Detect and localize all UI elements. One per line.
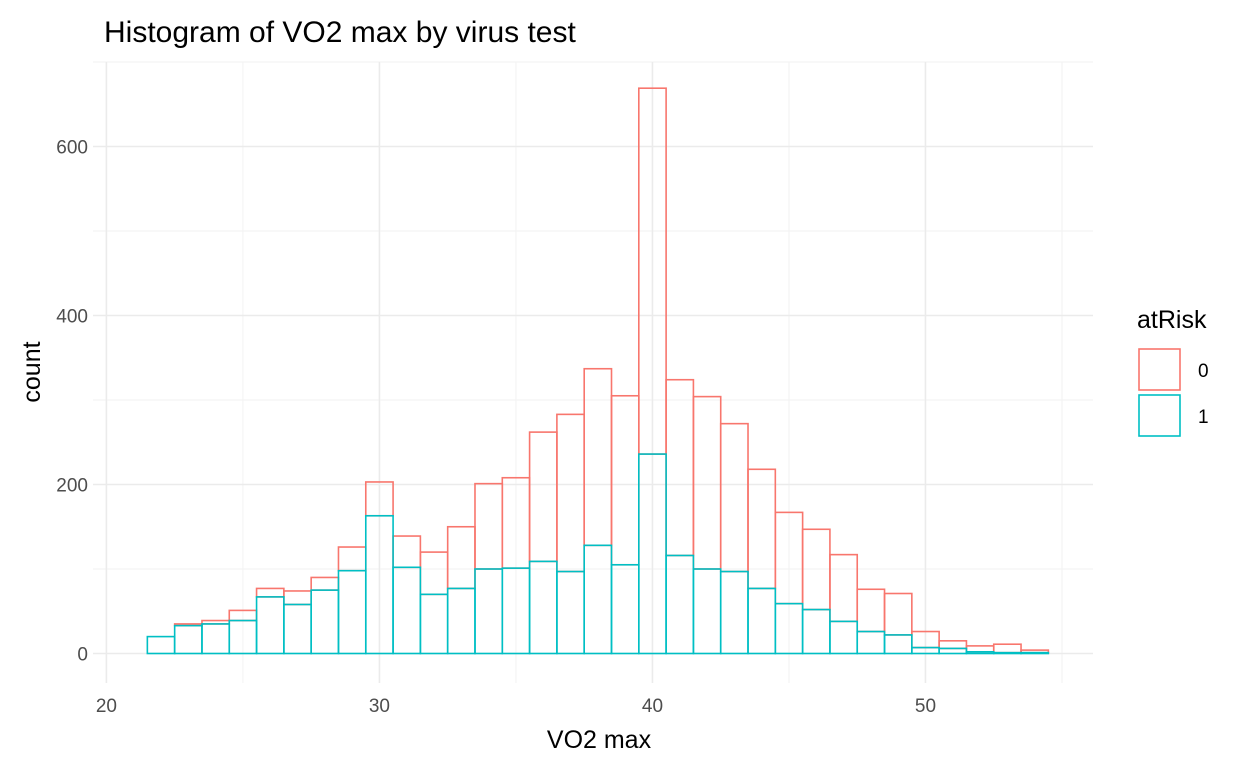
bar-atrisk-0 [719, 422, 749, 573]
bar-atrisk-0 [965, 645, 995, 653]
bar-atrisk-1 [992, 651, 1022, 655]
bar-atrisk-1 [201, 623, 231, 655]
bar-atrisk-1 [1020, 651, 1050, 655]
bar-atrisk-1 [474, 568, 504, 655]
legend: atRisk 0 1 [1137, 306, 1209, 437]
legend-key-0 [1138, 348, 1181, 391]
x-tick-label: 20 [96, 696, 117, 717]
bar-atrisk-0 [419, 551, 449, 596]
bar-atrisk-0 [938, 640, 968, 650]
bar-atrisk-0 [255, 587, 285, 598]
x-tick-label: 50 [915, 696, 936, 717]
bar-atrisk-1 [747, 587, 777, 655]
bar-atrisk-0 [310, 576, 340, 591]
bar-atrisk-1 [583, 544, 613, 655]
bar-atrisk-0 [856, 588, 886, 633]
x-tick-label: 40 [642, 696, 663, 717]
x-axis-ticks: 20 30 40 50 [96, 696, 936, 717]
y-tick-label: 600 [56, 138, 88, 159]
bar-atrisk-1 [665, 554, 695, 655]
bar-atrisk-0 [337, 546, 367, 572]
x-tick-label: 30 [369, 696, 390, 717]
bar-atrisk-1 [337, 569, 367, 655]
bar-atrisk-1 [883, 634, 913, 655]
bar-atrisk-0 [528, 431, 558, 563]
bar-atrisk-0 [992, 643, 1022, 654]
bar-atrisk-0 [883, 592, 913, 636]
y-axis-ticks: 0 200 400 600 [56, 138, 88, 666]
bar-atrisk-1 [556, 570, 586, 655]
bar-atrisk-0 [446, 525, 476, 590]
bar-atrisk-1 [801, 608, 831, 655]
bar-atrisk-1 [146, 635, 176, 655]
bar-atrisk-1 [610, 563, 640, 655]
bar-atrisk-1 [255, 596, 285, 655]
bar-atrisk-0 [392, 535, 422, 569]
y-axis-title: count [18, 341, 46, 402]
bar-atrisk-0 [474, 482, 504, 570]
bar-atrisk-1 [965, 651, 995, 655]
histogram-bars [146, 87, 1050, 655]
bar-atrisk-0 [583, 367, 613, 547]
bar-atrisk-1 [638, 453, 667, 655]
bar-atrisk-0 [692, 395, 722, 570]
bar-atrisk-1 [419, 593, 449, 655]
bar-atrisk-1 [856, 630, 886, 655]
bar-atrisk-1 [829, 620, 859, 655]
grid-lines [93, 61, 1093, 683]
bar-atrisk-0 [665, 378, 695, 557]
bar-atrisk-0 [283, 590, 312, 606]
bar-atrisk-1 [446, 587, 476, 655]
bar-atrisk-1 [719, 570, 749, 655]
y-tick-label: 200 [56, 476, 88, 497]
chart-title: Histogram of VO2 max by virus test [104, 16, 576, 49]
bar-atrisk-1 [173, 624, 203, 655]
y-tick-label: 0 [77, 645, 88, 666]
bar-atrisk-1 [283, 603, 312, 655]
bar-atrisk-1 [692, 568, 722, 655]
bar-atrisk-1 [938, 647, 968, 655]
bar-atrisk-0 [556, 413, 586, 573]
bar-atrisk-1 [528, 560, 558, 655]
y-tick-label: 400 [56, 307, 88, 328]
bar-atrisk-1 [310, 589, 340, 655]
x-axis-title: VO2 max [547, 726, 652, 754]
legend-label-0: 0 [1198, 361, 1209, 382]
bar-atrisk-0 [610, 394, 640, 566]
bar-atrisk-1 [392, 566, 422, 655]
bar-atrisk-0 [829, 553, 859, 623]
legend-key-1 [1138, 394, 1181, 437]
legend-title: atRisk [1137, 306, 1207, 334]
legend-label-1: 1 [1198, 407, 1209, 428]
bar-atrisk-0 [747, 468, 777, 590]
